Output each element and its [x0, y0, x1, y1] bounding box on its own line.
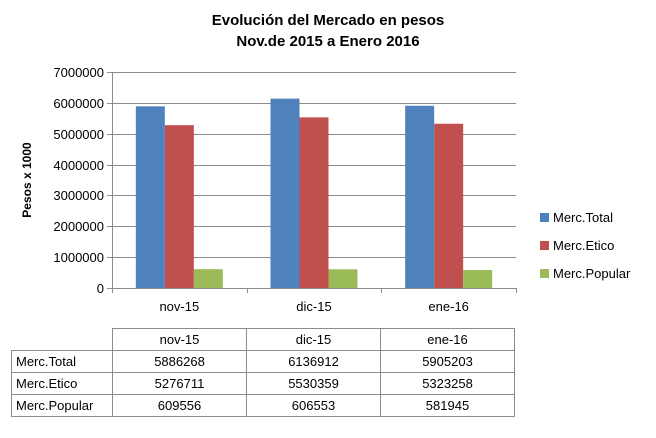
- x-category-label: ene-16: [428, 299, 468, 314]
- x-category-label: dic-15: [296, 299, 331, 314]
- table-cell: 6136912: [246, 350, 381, 373]
- bar-merc-popular: [328, 269, 358, 288]
- table-column-header: dic-15: [246, 328, 381, 351]
- table-cell: 5905203: [380, 350, 515, 373]
- bar-merc-total: [270, 98, 300, 288]
- y-tick-label: 4000000: [53, 158, 104, 173]
- table-row: Merc.Popular 609556 606553 581945: [11, 394, 515, 417]
- legend-label: Merc.Etico: [553, 238, 614, 253]
- bar-chart: 0 1000000 2000000 3000000 4000000 5000000 6000…: [20, 65, 631, 314]
- y-tick-label: 7000000: [53, 65, 104, 80]
- table-cell: 5276711: [112, 372, 247, 395]
- y-tick-label: 3000000: [53, 188, 104, 203]
- y-axis-label: Pesos x 1000: [20, 142, 34, 218]
- bar-merc-total: [135, 106, 165, 289]
- legend-label: Merc.Popular: [553, 266, 631, 281]
- legend-label: Merc.Total: [553, 210, 613, 225]
- table-column-header: nov-15: [112, 328, 247, 351]
- bar-merc-popular: [463, 270, 493, 288]
- bar-merc-etico: [299, 117, 329, 288]
- table-row-header: Merc.Etico: [11, 372, 113, 395]
- bar-merc-etico: [164, 125, 194, 288]
- chart-title-line-2: Nov.de 2015 a Enero 2016: [236, 33, 420, 50]
- table-header-row: nov-15 dic-15 ene-16: [11, 328, 515, 351]
- y-tick-label: 5000000: [53, 127, 104, 142]
- table-cell: 609556: [112, 394, 247, 417]
- table-column-header: ene-16: [380, 328, 515, 351]
- y-tick-label: 1000000: [53, 250, 104, 265]
- table-cell: 606553: [246, 394, 381, 417]
- axes: 0 1000000 2000000 3000000 4000000 5000000 6000…: [53, 65, 517, 314]
- chart-title-line-1: Evolución del Mercado en pesos: [211, 12, 445, 29]
- table-cell: 5530359: [246, 372, 381, 395]
- legend: Merc.Total Merc.Etico Merc.Popular: [540, 210, 631, 281]
- table-row: Merc.Etico 5276711 5530359 5323258: [11, 372, 515, 395]
- legend-swatch: [540, 241, 549, 250]
- table-corner-cell: [11, 328, 113, 351]
- table-row-header: Merc.Total: [11, 350, 113, 373]
- table-row-header: Merc.Popular: [11, 394, 113, 417]
- y-tick-label: 0: [97, 281, 104, 296]
- bar-merc-etico: [434, 123, 464, 288]
- chart-title: Evolución del Mercado en pesos Nov.de 20…: [0, 10, 656, 52]
- bars: [135, 98, 493, 289]
- table-cell: 581945: [380, 394, 515, 417]
- table-cell: 5886268: [112, 350, 247, 373]
- table-cell: 5323258: [380, 372, 515, 395]
- data-table: nov-15 dic-15 ene-16 Merc.Total 5886268 61369…: [11, 328, 515, 417]
- table-row: Merc.Total 5886268 6136912 5905203: [11, 350, 515, 373]
- y-tick-label: 2000000: [53, 219, 104, 234]
- bar-merc-popular: [193, 269, 223, 288]
- bar-merc-total: [405, 105, 435, 288]
- y-tick-label: 6000000: [53, 96, 104, 111]
- legend-swatch: [540, 269, 549, 278]
- x-category-label: nov-15: [159, 299, 199, 314]
- legend-swatch: [540, 213, 549, 222]
